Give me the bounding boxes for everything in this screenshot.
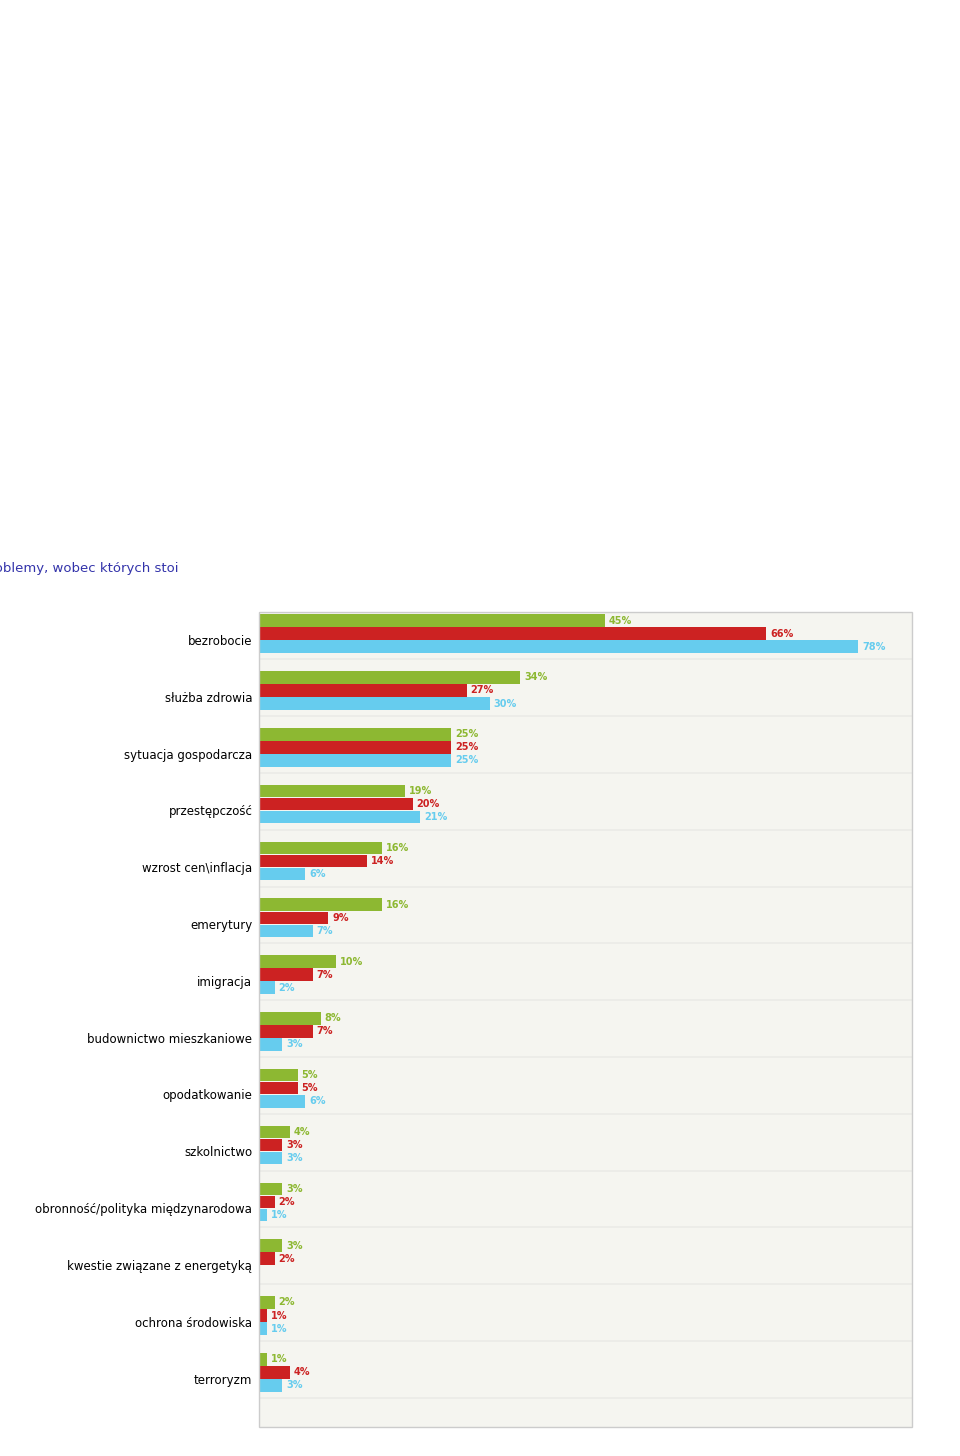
Bar — [259, 981, 275, 994]
Bar — [259, 1252, 275, 1265]
Bar — [259, 754, 451, 767]
Text: 66%: 66% — [770, 629, 793, 639]
Bar — [259, 1195, 275, 1208]
Bar — [259, 1366, 290, 1379]
Bar — [259, 741, 451, 754]
Text: 1%: 1% — [271, 1354, 287, 1364]
Text: 4%: 4% — [294, 1127, 310, 1137]
Text: 14%: 14% — [371, 856, 394, 866]
Bar — [259, 1025, 313, 1038]
Text: 3%: 3% — [286, 1140, 302, 1150]
Text: 1%: 1% — [271, 1324, 287, 1334]
Text: 25%: 25% — [455, 729, 478, 740]
Text: 2%: 2% — [278, 1197, 295, 1207]
Text: 3%: 3% — [286, 1040, 302, 1050]
Bar — [259, 955, 336, 968]
Title: Pytanie: QA18a. Jakie są Pana(i) zdaniem dwa najważniejsze problemy, wobec który: Pytanie: QA18a. Jakie są Pana(i) zdaniem… — [0, 562, 179, 590]
Text: 7%: 7% — [317, 1026, 333, 1037]
Bar — [259, 641, 858, 652]
Bar — [259, 614, 605, 628]
Text: 27%: 27% — [470, 686, 493, 696]
Text: 5%: 5% — [301, 1070, 318, 1080]
Text: 1%: 1% — [271, 1210, 287, 1220]
Text: 2%: 2% — [278, 983, 295, 993]
Text: 3%: 3% — [286, 1184, 302, 1194]
Text: 3%: 3% — [286, 1153, 302, 1163]
Text: 9%: 9% — [332, 913, 348, 923]
Text: 7%: 7% — [317, 926, 333, 936]
Text: 7%: 7% — [317, 970, 333, 980]
Bar — [259, 911, 328, 925]
Bar — [259, 1082, 298, 1095]
Bar — [259, 855, 367, 868]
Text: 19%: 19% — [409, 786, 432, 796]
Bar — [259, 684, 467, 697]
Text: 16%: 16% — [386, 843, 409, 853]
Text: 34%: 34% — [524, 673, 547, 683]
Text: 6%: 6% — [309, 1096, 325, 1107]
Bar — [259, 1296, 275, 1309]
Text: 25%: 25% — [455, 743, 478, 753]
Bar — [259, 842, 382, 855]
Bar — [259, 898, 382, 911]
Bar — [259, 1139, 282, 1152]
Bar — [259, 697, 490, 711]
Bar — [259, 1069, 298, 1082]
Bar — [259, 1379, 282, 1392]
Text: 8%: 8% — [324, 1013, 341, 1024]
Text: 3%: 3% — [286, 1241, 302, 1251]
Bar — [259, 1038, 282, 1051]
Text: 1%: 1% — [271, 1310, 287, 1321]
Text: 25%: 25% — [455, 756, 478, 766]
Text: 20%: 20% — [417, 799, 440, 810]
Text: 10%: 10% — [340, 957, 363, 967]
Bar — [259, 968, 313, 981]
Text: 45%: 45% — [609, 616, 632, 626]
Bar — [259, 798, 413, 811]
Bar — [259, 728, 451, 741]
Bar — [259, 1322, 267, 1335]
Text: 16%: 16% — [386, 900, 409, 910]
Text: 2%: 2% — [278, 1297, 295, 1307]
Text: 4%: 4% — [294, 1367, 310, 1377]
Text: 78%: 78% — [862, 642, 885, 652]
Bar — [259, 785, 405, 798]
Bar — [259, 1353, 267, 1366]
Bar — [259, 1152, 282, 1165]
Text: 2%: 2% — [278, 1254, 295, 1264]
Text: 5%: 5% — [301, 1083, 318, 1093]
Bar — [259, 1239, 282, 1252]
Bar — [259, 1012, 321, 1025]
Bar — [259, 925, 313, 938]
Bar — [259, 868, 305, 881]
Bar — [259, 1095, 305, 1108]
Bar — [259, 1309, 267, 1322]
Text: 6%: 6% — [309, 869, 325, 879]
Bar — [259, 1208, 267, 1222]
Bar — [259, 612, 912, 1427]
Text: 30%: 30% — [493, 699, 516, 709]
Bar — [259, 671, 520, 684]
Bar — [259, 628, 766, 641]
Bar — [259, 811, 420, 824]
Text: 3%: 3% — [286, 1380, 302, 1390]
Text: 21%: 21% — [424, 812, 447, 823]
Bar — [259, 1182, 282, 1195]
Bar — [259, 1125, 290, 1139]
